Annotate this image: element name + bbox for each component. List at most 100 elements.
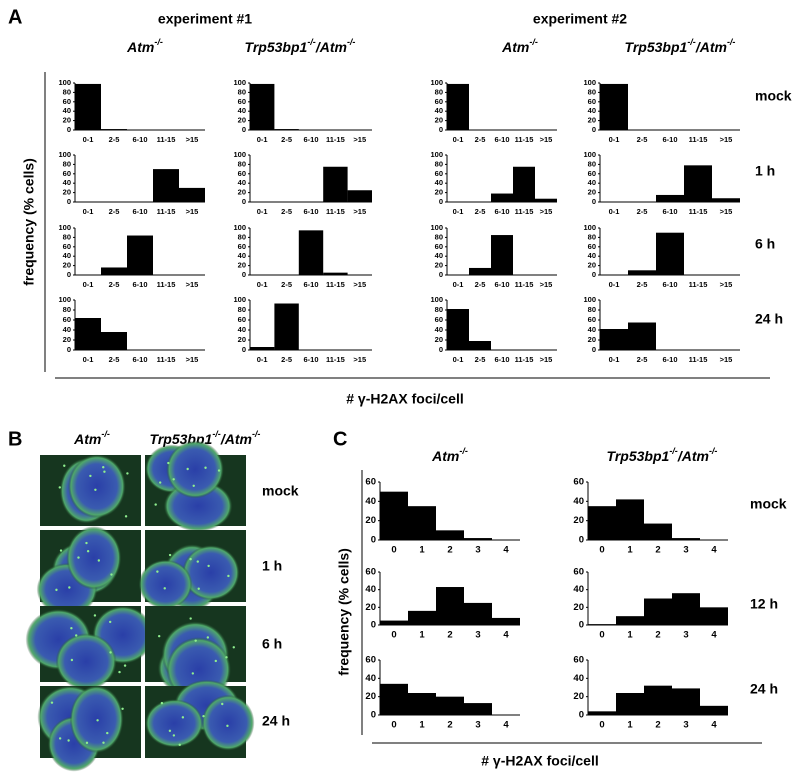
row-label: 24 h — [750, 681, 778, 697]
y-tick-label: 20 — [365, 691, 376, 702]
x-axis-label: # γ-H2AX foci/cell — [481, 753, 599, 769]
y-tick-label: 0 — [439, 197, 443, 206]
y-tick-label: 0 — [371, 710, 376, 721]
y-tick-label: 40 — [573, 673, 584, 684]
header-superscript: -/- — [459, 446, 468, 456]
y-tick-label: 0 — [242, 270, 246, 279]
y-tick-label: 40 — [365, 496, 376, 507]
x-tick-label: 6-10 — [494, 355, 509, 364]
bar — [408, 693, 436, 715]
y-tick-label: 0 — [592, 197, 596, 206]
row-label: 24 h — [755, 311, 783, 327]
header-text: Trp53bp1 — [245, 39, 308, 55]
header-superscript: -/- — [212, 429, 221, 439]
bar — [600, 329, 628, 350]
y-tick-label: 100 — [233, 150, 246, 159]
x-tick-label: 2-5 — [637, 280, 648, 289]
focus-dot — [172, 734, 176, 737]
bar — [298, 230, 324, 275]
bar — [644, 523, 672, 540]
bar — [469, 341, 491, 350]
y-tick-label: 60 — [238, 97, 246, 106]
y-tick-label: 80 — [238, 159, 246, 168]
x-tick-label: 4 — [503, 630, 509, 641]
x-tick-label: 0-1 — [609, 135, 620, 144]
y-tick-label: 100 — [583, 78, 596, 87]
header-text: /Atm — [695, 39, 727, 55]
x-tick-label: >15 — [353, 280, 366, 289]
y-tick-label: 80 — [63, 232, 71, 241]
focus-dot — [157, 634, 161, 638]
x-tick-label: 2 — [447, 545, 452, 556]
focus-dot — [168, 729, 172, 733]
x-tick-label: 6-10 — [132, 135, 147, 144]
y-tick-label: 20 — [435, 261, 443, 270]
focus-dot — [168, 553, 172, 557]
header-text: /Atm — [677, 448, 709, 464]
focus-dot — [108, 620, 112, 624]
bar — [684, 165, 712, 202]
x-tick-label: 11-15 — [157, 280, 176, 289]
bar — [491, 193, 513, 202]
y-tick-label: 100 — [583, 150, 596, 159]
x-tick-label: 0-1 — [609, 355, 620, 364]
header-superscript: -/- — [709, 446, 718, 456]
x-tick-label: 0-1 — [83, 207, 94, 216]
x-tick-label: 2-5 — [281, 207, 292, 216]
y-tick-label: 80 — [588, 87, 596, 96]
x-tick-label: 11-15 — [157, 207, 176, 216]
y-tick-label: 40 — [238, 106, 246, 115]
y-tick-label: 20 — [573, 691, 584, 702]
row-label: 6 h — [262, 636, 282, 652]
y-tick-label: 0 — [439, 345, 443, 354]
y-tick-label: 0 — [371, 620, 376, 631]
y-tick-label: 40 — [63, 325, 71, 334]
bar — [447, 309, 469, 350]
x-tick-label: 2-5 — [475, 280, 486, 289]
y-tick-label: 40 — [588, 178, 596, 187]
focus-dot — [96, 719, 99, 722]
bar — [250, 83, 275, 130]
x-tick-label: 11-15 — [689, 280, 708, 289]
y-tick-label: 40 — [365, 584, 376, 595]
focus-dot — [85, 541, 88, 545]
bar — [628, 322, 656, 350]
focus-dot — [58, 486, 61, 489]
focus-dot — [192, 484, 195, 488]
focus-dot — [206, 636, 210, 639]
x-tick-label: 0 — [391, 630, 396, 641]
bar — [436, 696, 464, 715]
focus-dot — [217, 469, 221, 472]
y-tick-label: 100 — [430, 295, 443, 304]
y-tick-label: 100 — [233, 78, 246, 87]
focus-dot — [124, 515, 128, 518]
x-tick-label: 0-1 — [257, 280, 268, 289]
x-tick-label: 0-1 — [257, 355, 268, 364]
bar — [323, 272, 348, 275]
x-tick-label: 3 — [683, 720, 688, 731]
bar — [535, 198, 557, 202]
header-superscript: -/- — [252, 429, 261, 439]
y-tick-label: 40 — [435, 251, 443, 260]
y-tick-label: 0 — [371, 535, 376, 546]
header-superscript: -/- — [307, 37, 316, 47]
x-tick-label: 0-1 — [83, 355, 94, 364]
column-header: Atm-/- — [126, 37, 163, 54]
y-tick-label: 20 — [63, 335, 71, 344]
panel-label: A — [8, 6, 22, 28]
x-tick-label: >15 — [186, 135, 199, 144]
row-label: 6 h — [755, 236, 775, 252]
x-tick-label: 6-10 — [303, 355, 318, 364]
y-tick-label: 20 — [435, 335, 443, 344]
y-tick-label: 0 — [242, 197, 246, 206]
y-tick-label: 40 — [238, 325, 246, 334]
header-text: Atm — [73, 431, 101, 447]
y-tick-label: 60 — [573, 567, 584, 578]
x-tick-label: 0-1 — [453, 280, 464, 289]
x-tick-label: >15 — [353, 135, 366, 144]
focus-dot — [123, 664, 127, 667]
x-tick-label: 11-15 — [515, 280, 534, 289]
y-tick-label: 0 — [242, 345, 246, 354]
experiment-title: experiment #2 — [533, 11, 627, 27]
header-superscript: -/- — [727, 37, 736, 47]
